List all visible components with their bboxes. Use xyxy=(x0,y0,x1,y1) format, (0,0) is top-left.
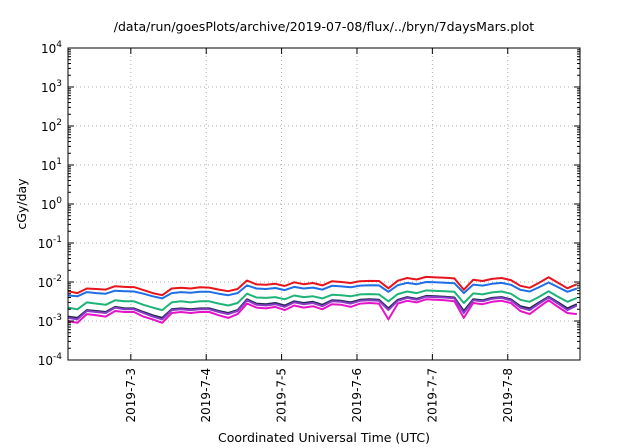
y-tick-label: 104 xyxy=(41,40,62,56)
y-axis-label: cGy/day xyxy=(14,178,29,230)
y-tick-label: 10-2 xyxy=(38,274,62,290)
x-tick-label: 2019-7-7 xyxy=(425,368,439,422)
series-line-3 xyxy=(67,289,578,312)
x-tick-label: 2019-7-8 xyxy=(501,368,515,422)
series-layer xyxy=(67,275,578,324)
x-axis: 2019-7-3 2019-7-4 2019-7-5 2019-7-6 2019-7-7… xyxy=(124,48,515,422)
series-line-5 xyxy=(67,295,578,321)
x-tick-label: 2019-7-4 xyxy=(199,368,213,422)
chart-title: /data/run/goesPlots/archive/2019-07-08/f… xyxy=(114,19,535,34)
series-line-1 xyxy=(67,275,578,297)
series-line-2 xyxy=(67,281,578,300)
x-tick-label: 2019-7-5 xyxy=(275,368,289,422)
y-tick-label: 10-4 xyxy=(38,352,63,368)
x-axis-label: Coordinated Universal Time (UTC) xyxy=(218,430,430,445)
x-tick-label: 2019-7-6 xyxy=(350,368,364,422)
y-tick-label: 102 xyxy=(41,118,62,134)
y-tick-label: 10-3 xyxy=(38,313,62,329)
x-tick-label: 2019-7-3 xyxy=(124,368,138,422)
y-tick-label: 10-1 xyxy=(38,235,62,251)
y-tick-label: 101 xyxy=(41,157,62,173)
y-tick-label: 103 xyxy=(41,79,62,95)
y-tick-label: 100 xyxy=(41,196,62,212)
series-line-6 xyxy=(67,298,578,324)
